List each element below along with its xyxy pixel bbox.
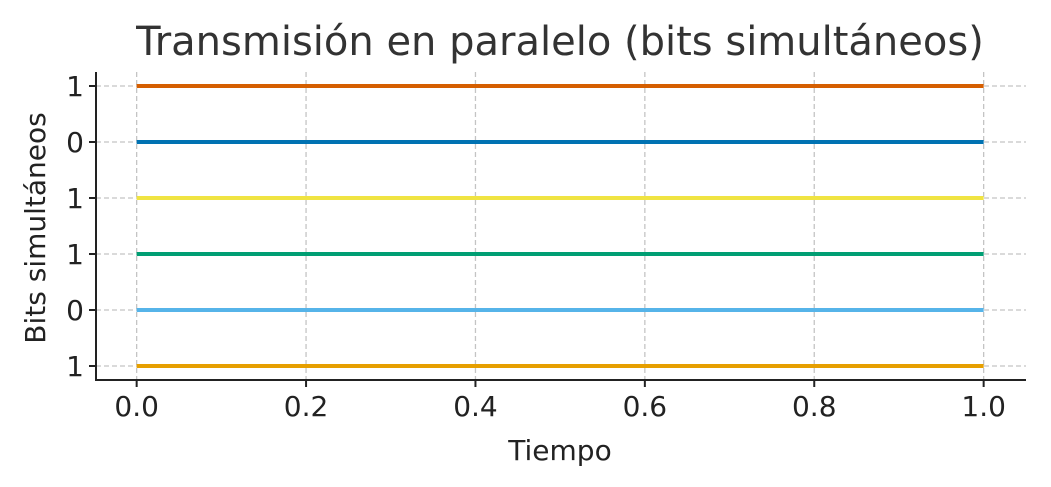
x-tick-label: 1.0 [961, 390, 1006, 423]
x-axis-ticks: 0.0 0.2 0.4 0.6 0.8 1.0 [114, 380, 1006, 423]
y-axis-ticks: 1 0 1 1 0 1 [66, 70, 96, 383]
x-tick-label: 0.4 [453, 390, 498, 423]
y-tick-label: 1 [66, 182, 84, 215]
x-tick-label: 0.8 [792, 390, 837, 423]
y-tick-label: 1 [66, 70, 84, 103]
y-tick-label: 0 [66, 294, 84, 327]
x-tick-label: 0.0 [114, 390, 159, 423]
x-tick-label: 0.2 [284, 390, 329, 423]
chart-title: Transmisión en paralelo (bits simultáneo… [135, 19, 984, 65]
x-tick-label: 0.6 [623, 390, 668, 423]
y-tick-label: 0 [66, 126, 84, 159]
y-tick-label: 1 [66, 238, 84, 271]
y-axis-label: Bits simultáneos [19, 112, 52, 343]
grid [96, 72, 1026, 380]
y-tick-label: 1 [66, 350, 84, 383]
axes [95, 72, 1026, 381]
x-axis-label: Tiempo [507, 434, 611, 467]
series-lines [136, 84, 984, 368]
